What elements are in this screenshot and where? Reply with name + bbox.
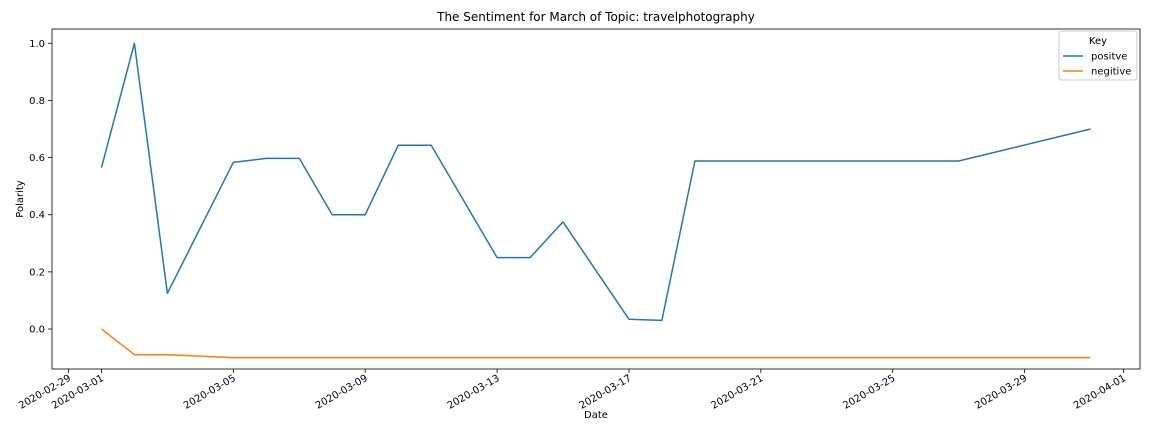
legend-title: Key [1089,36,1107,47]
series-line-negitive [101,328,1091,359]
legend-label-negitive: negitive [1091,67,1131,78]
y-tick-label: 0.4 [29,210,45,221]
y-tick-label: 1.0 [29,39,45,50]
legend-label-positve: positve [1091,52,1127,63]
chart-title: The Sentiment for March of Topic: travel… [436,10,755,24]
x-tick-label: 2020-04-01 [1072,373,1128,412]
legend: Key positve negitive [1058,30,1138,81]
y-axis: 0.0 0.2 0.4 0.6 0.8 1.0 [29,39,52,336]
x-tick-label: 2020-03-29 [973,373,1029,412]
y-tick-label: 0.0 [29,325,45,336]
x-tick-label: 2020-03-21 [710,373,766,412]
x-tick-label: 2020-03-09 [314,373,370,412]
y-axis-title: Polarity [15,180,26,218]
x-tick-label: 2020-03-25 [841,373,897,412]
series-layer [100,42,1091,359]
x-tick-label: 2020-03-13 [446,373,502,412]
legend-box [1058,30,1138,81]
series-line-positve [100,42,1091,322]
y-tick-label: 0.8 [29,96,45,107]
y-tick-label: 0.6 [29,153,45,164]
x-tick-label: 2020-03-05 [182,373,238,412]
y-tick-label: 0.2 [29,267,45,278]
plot-area [51,28,1141,370]
x-axis-title: Date [584,410,608,421]
x-tick-label: 2020-03-17 [578,373,634,412]
